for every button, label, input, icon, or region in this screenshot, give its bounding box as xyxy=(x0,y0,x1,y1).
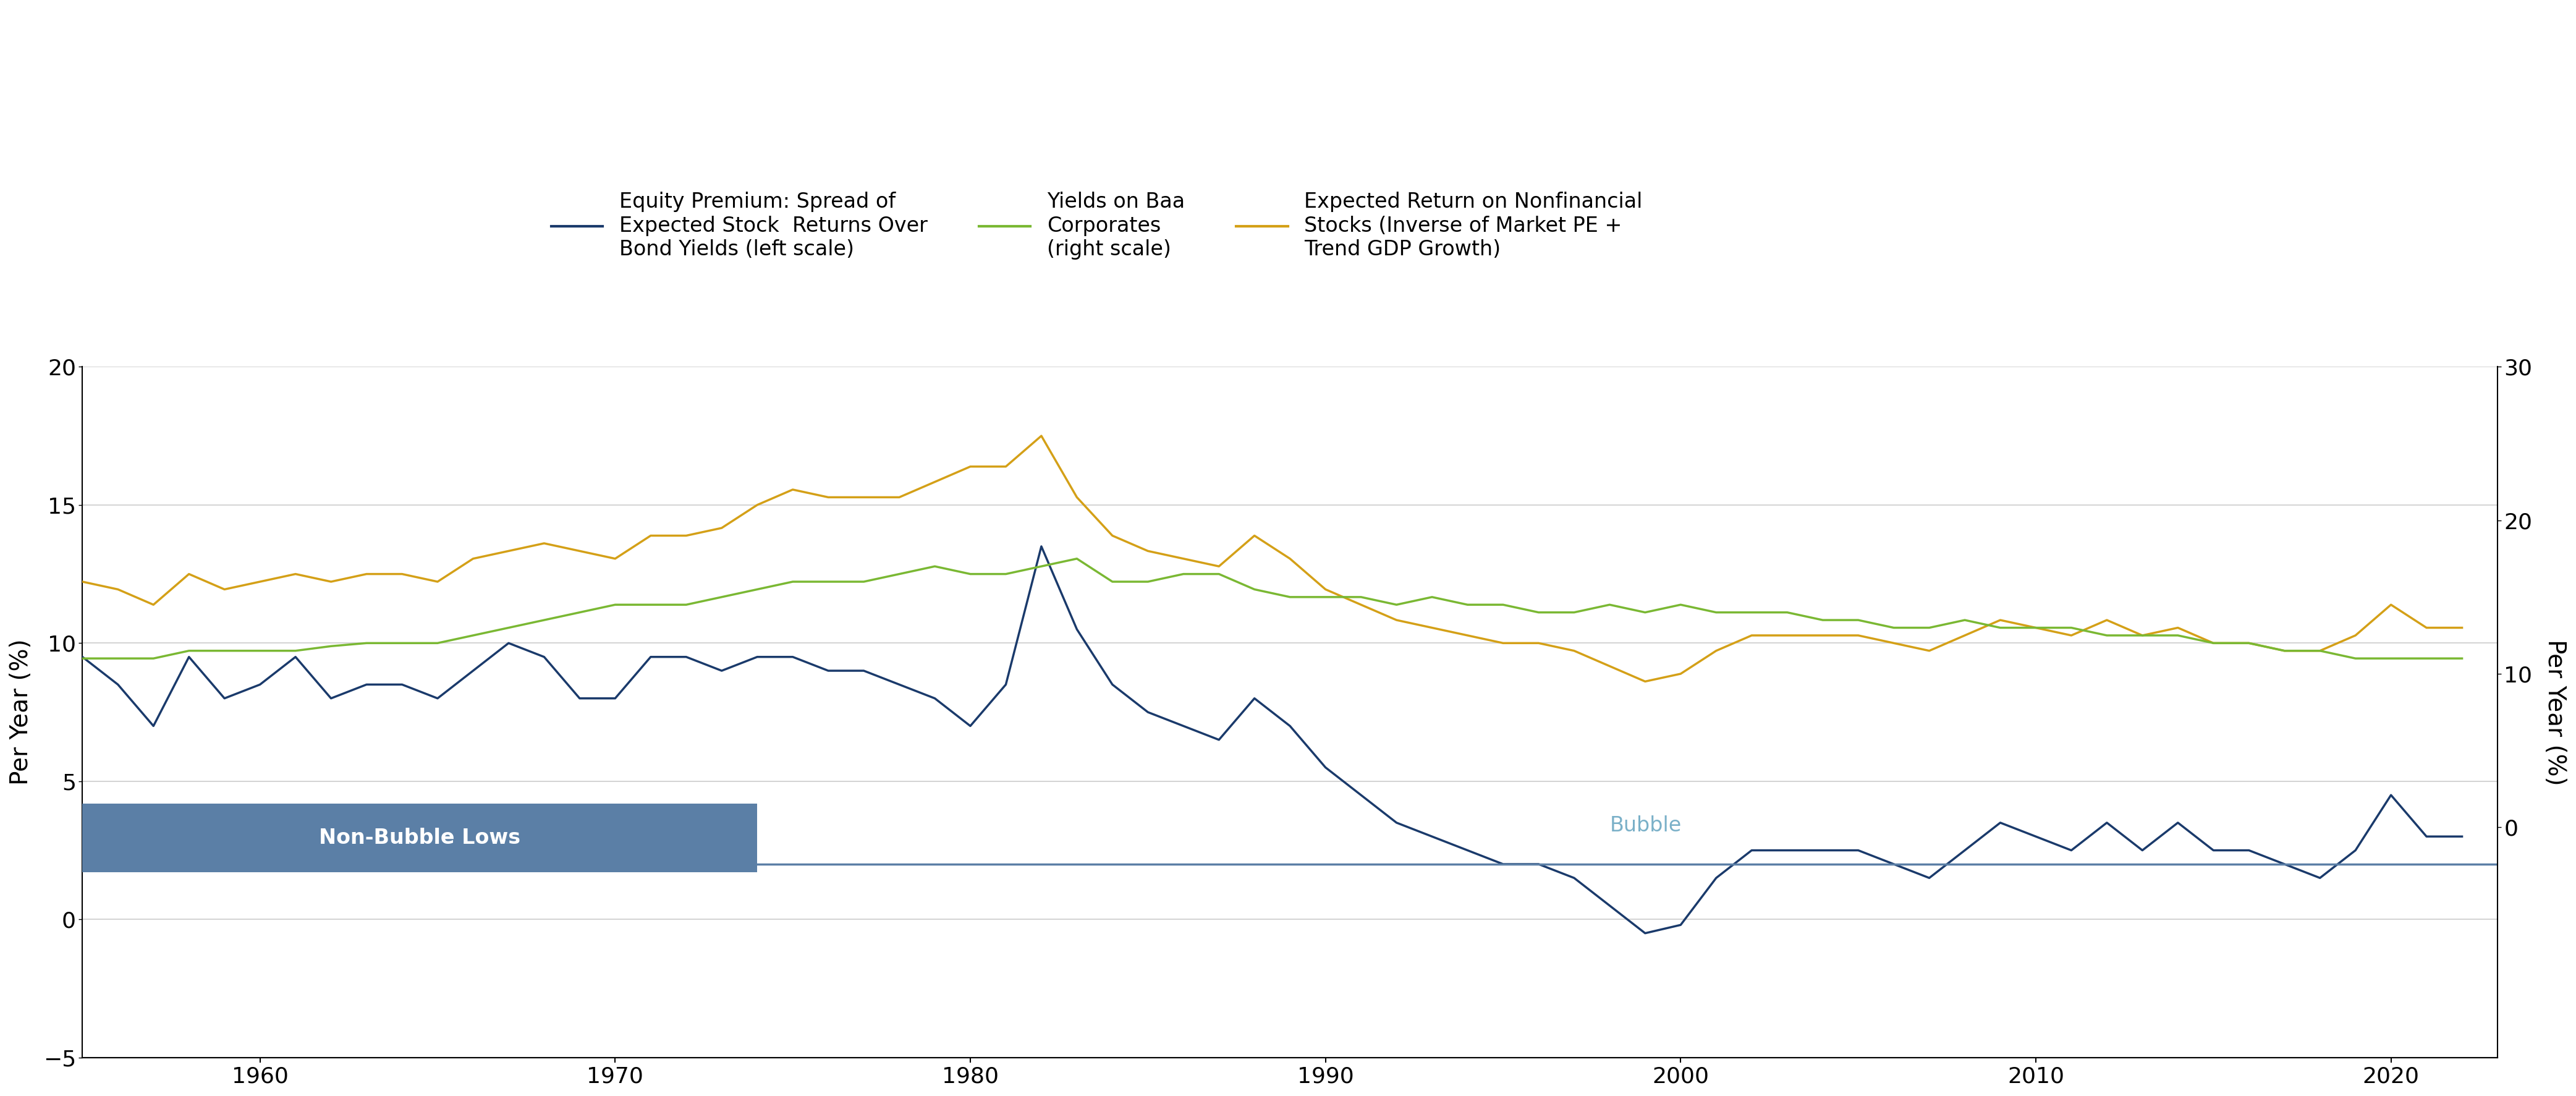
FancyBboxPatch shape xyxy=(82,803,757,872)
Text: Non-Bubble Lows: Non-Bubble Lows xyxy=(319,827,520,848)
Y-axis label: Per Year (%): Per Year (%) xyxy=(10,639,33,786)
Legend: Equity Premium: Spread of
Expected Stock  Returns Over
Bond Yields (left scale),: Equity Premium: Spread of Expected Stock… xyxy=(544,184,1651,267)
Text: Bubble: Bubble xyxy=(1610,815,1682,835)
Y-axis label: Per Year (%): Per Year (%) xyxy=(2543,639,2566,786)
